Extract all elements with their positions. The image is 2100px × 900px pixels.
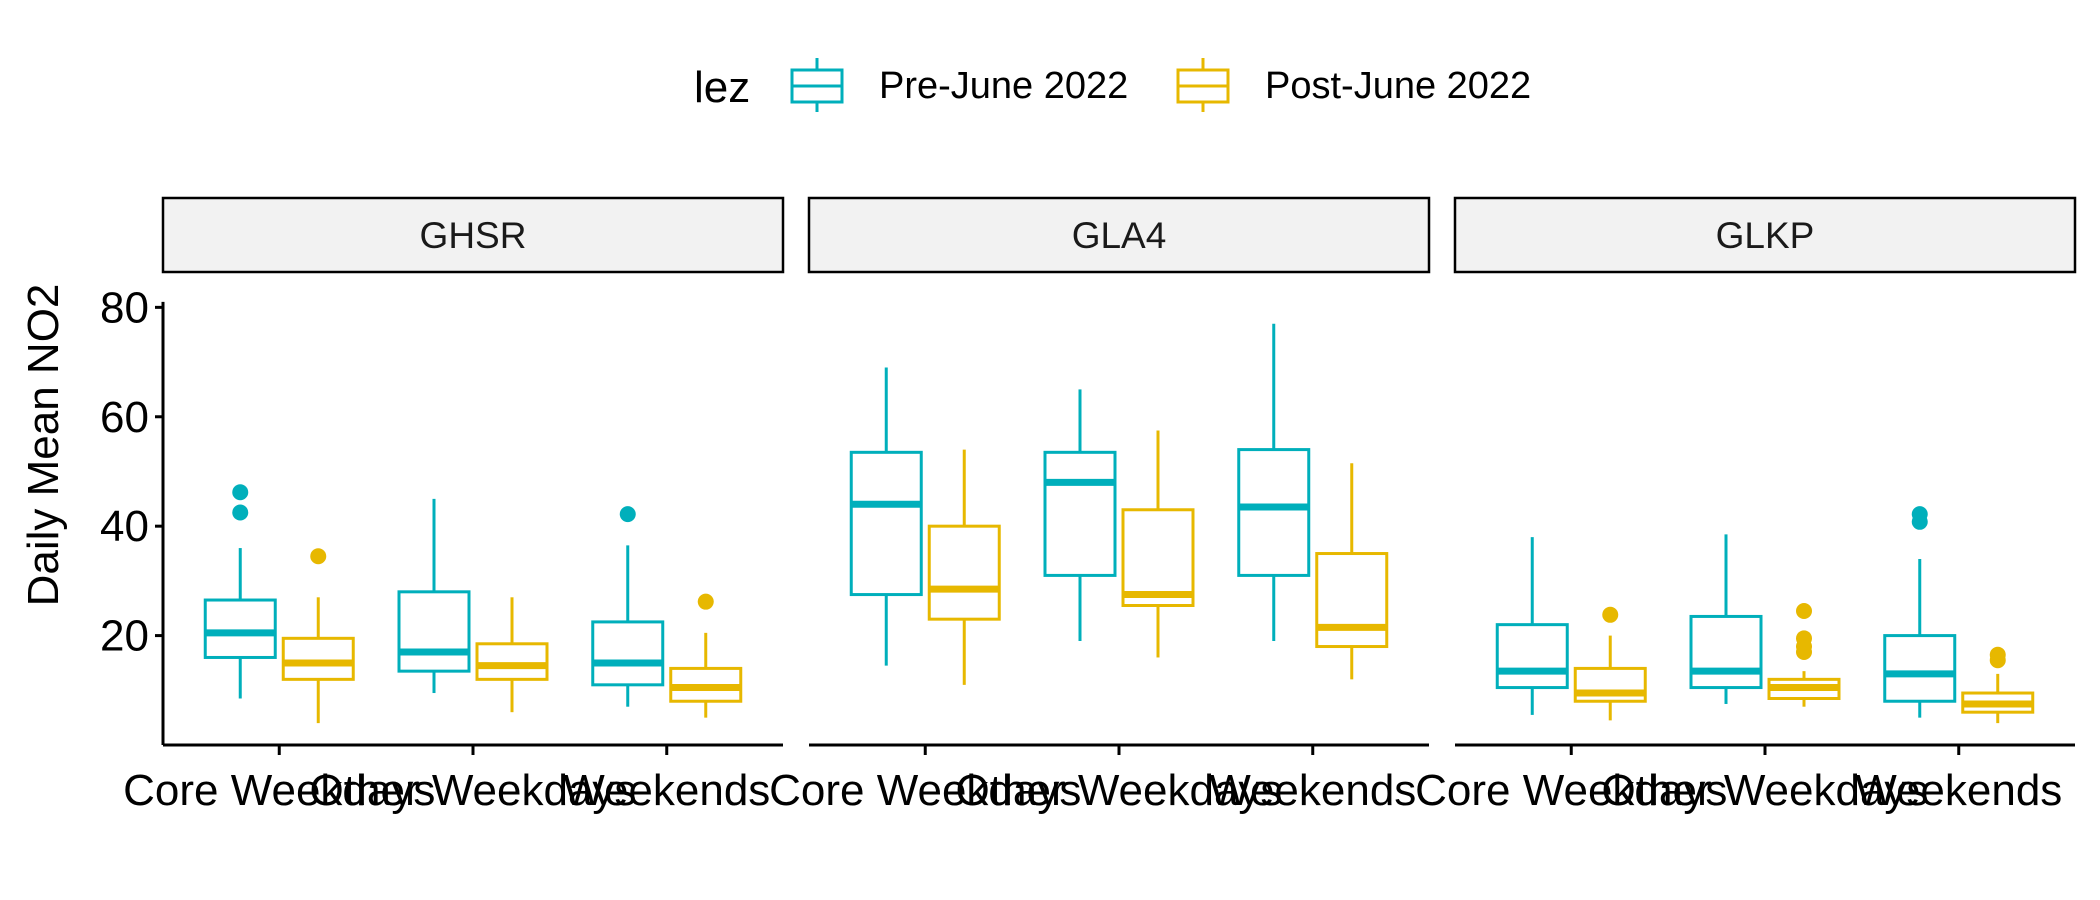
outlier-point: [697, 593, 714, 610]
box: [397, 590, 471, 673]
boxplot: [591, 506, 665, 707]
legend-title: lez: [694, 63, 750, 112]
x-tick-label: Core Weekdays: [1415, 766, 1727, 815]
box: [1315, 552, 1389, 649]
boxplot: [1237, 323, 1311, 642]
box: [1121, 508, 1195, 607]
boxplot: [1121, 430, 1195, 658]
outlier-point: [1602, 606, 1619, 623]
facet-strip: [807, 196, 1431, 274]
boxplot: [281, 548, 355, 724]
outlier-point: [1796, 602, 1812, 619]
box: [1883, 634, 1957, 703]
facet-title: GLKP: [1716, 215, 1815, 256]
boxplot: [669, 593, 743, 718]
outlier-point: [1796, 630, 1812, 647]
boxplot: [1495, 537, 1569, 715]
box: [1495, 623, 1569, 690]
x-tick-label: Weekends: [563, 766, 770, 815]
boxplot: [1689, 534, 1763, 704]
box: [927, 524, 1001, 621]
x-tick-label: Other Weekdays: [1602, 766, 1929, 815]
legend: lez Pre-June 2022 Post-June 2022: [694, 58, 1531, 112]
boxplot: [1767, 602, 1841, 707]
outlier-point: [232, 504, 249, 521]
x-tick-label: Other Weekdays: [310, 766, 637, 815]
y-tick-label: 80: [100, 283, 149, 332]
boxplot: [1573, 606, 1647, 721]
box: [203, 598, 277, 659]
legend-label: Pre-June 2022: [879, 65, 1128, 107]
boxplot: [1961, 646, 2035, 724]
box: [475, 642, 549, 681]
x-tick-label: Weekends: [1209, 766, 1416, 815]
x-tick-label: Other Weekdays: [956, 766, 1283, 815]
boxplot: [397, 498, 471, 694]
box: [281, 636, 355, 681]
box: [1043, 450, 1117, 577]
outlier-point: [1989, 646, 2006, 663]
outlier-point: [310, 548, 327, 565]
box: [1237, 448, 1311, 577]
y-tick-label: 40: [100, 502, 149, 551]
boxplot: [1883, 506, 1957, 718]
boxplot: [475, 597, 549, 713]
facet-strip: [1453, 196, 2077, 274]
outlier-point: [232, 484, 249, 501]
legend-label: Post-June 2022: [1265, 65, 1531, 107]
box: [1689, 614, 1763, 690]
x-tick-label: Core Weekdays: [769, 766, 1081, 815]
boxplot: [1315, 463, 1389, 680]
x-tick-label: Core Weekdays: [123, 766, 435, 815]
facet-title: GLA4: [1072, 215, 1167, 256]
legend-item: Pre-June 2022: [790, 58, 1128, 112]
boxplot: [203, 484, 277, 699]
outlier-point: [1911, 506, 1928, 523]
facet-strip: [161, 196, 785, 274]
y-axis: 20 40 60 80: [100, 283, 165, 745]
boxplot: [849, 367, 923, 666]
facet-title: GHSR: [420, 215, 527, 256]
x-tick-label: Weekends: [1855, 766, 2062, 815]
box: [849, 450, 923, 597]
boxplot: [927, 449, 1001, 685]
outlier-point: [619, 506, 636, 523]
legend-item: Post-June 2022: [1176, 58, 1531, 112]
y-axis-label: Daily Mean NO2: [19, 284, 68, 607]
y-tick-label: 60: [100, 393, 149, 442]
y-tick-label: 20: [100, 612, 149, 661]
box: [591, 620, 665, 687]
boxplot: [1043, 389, 1117, 642]
